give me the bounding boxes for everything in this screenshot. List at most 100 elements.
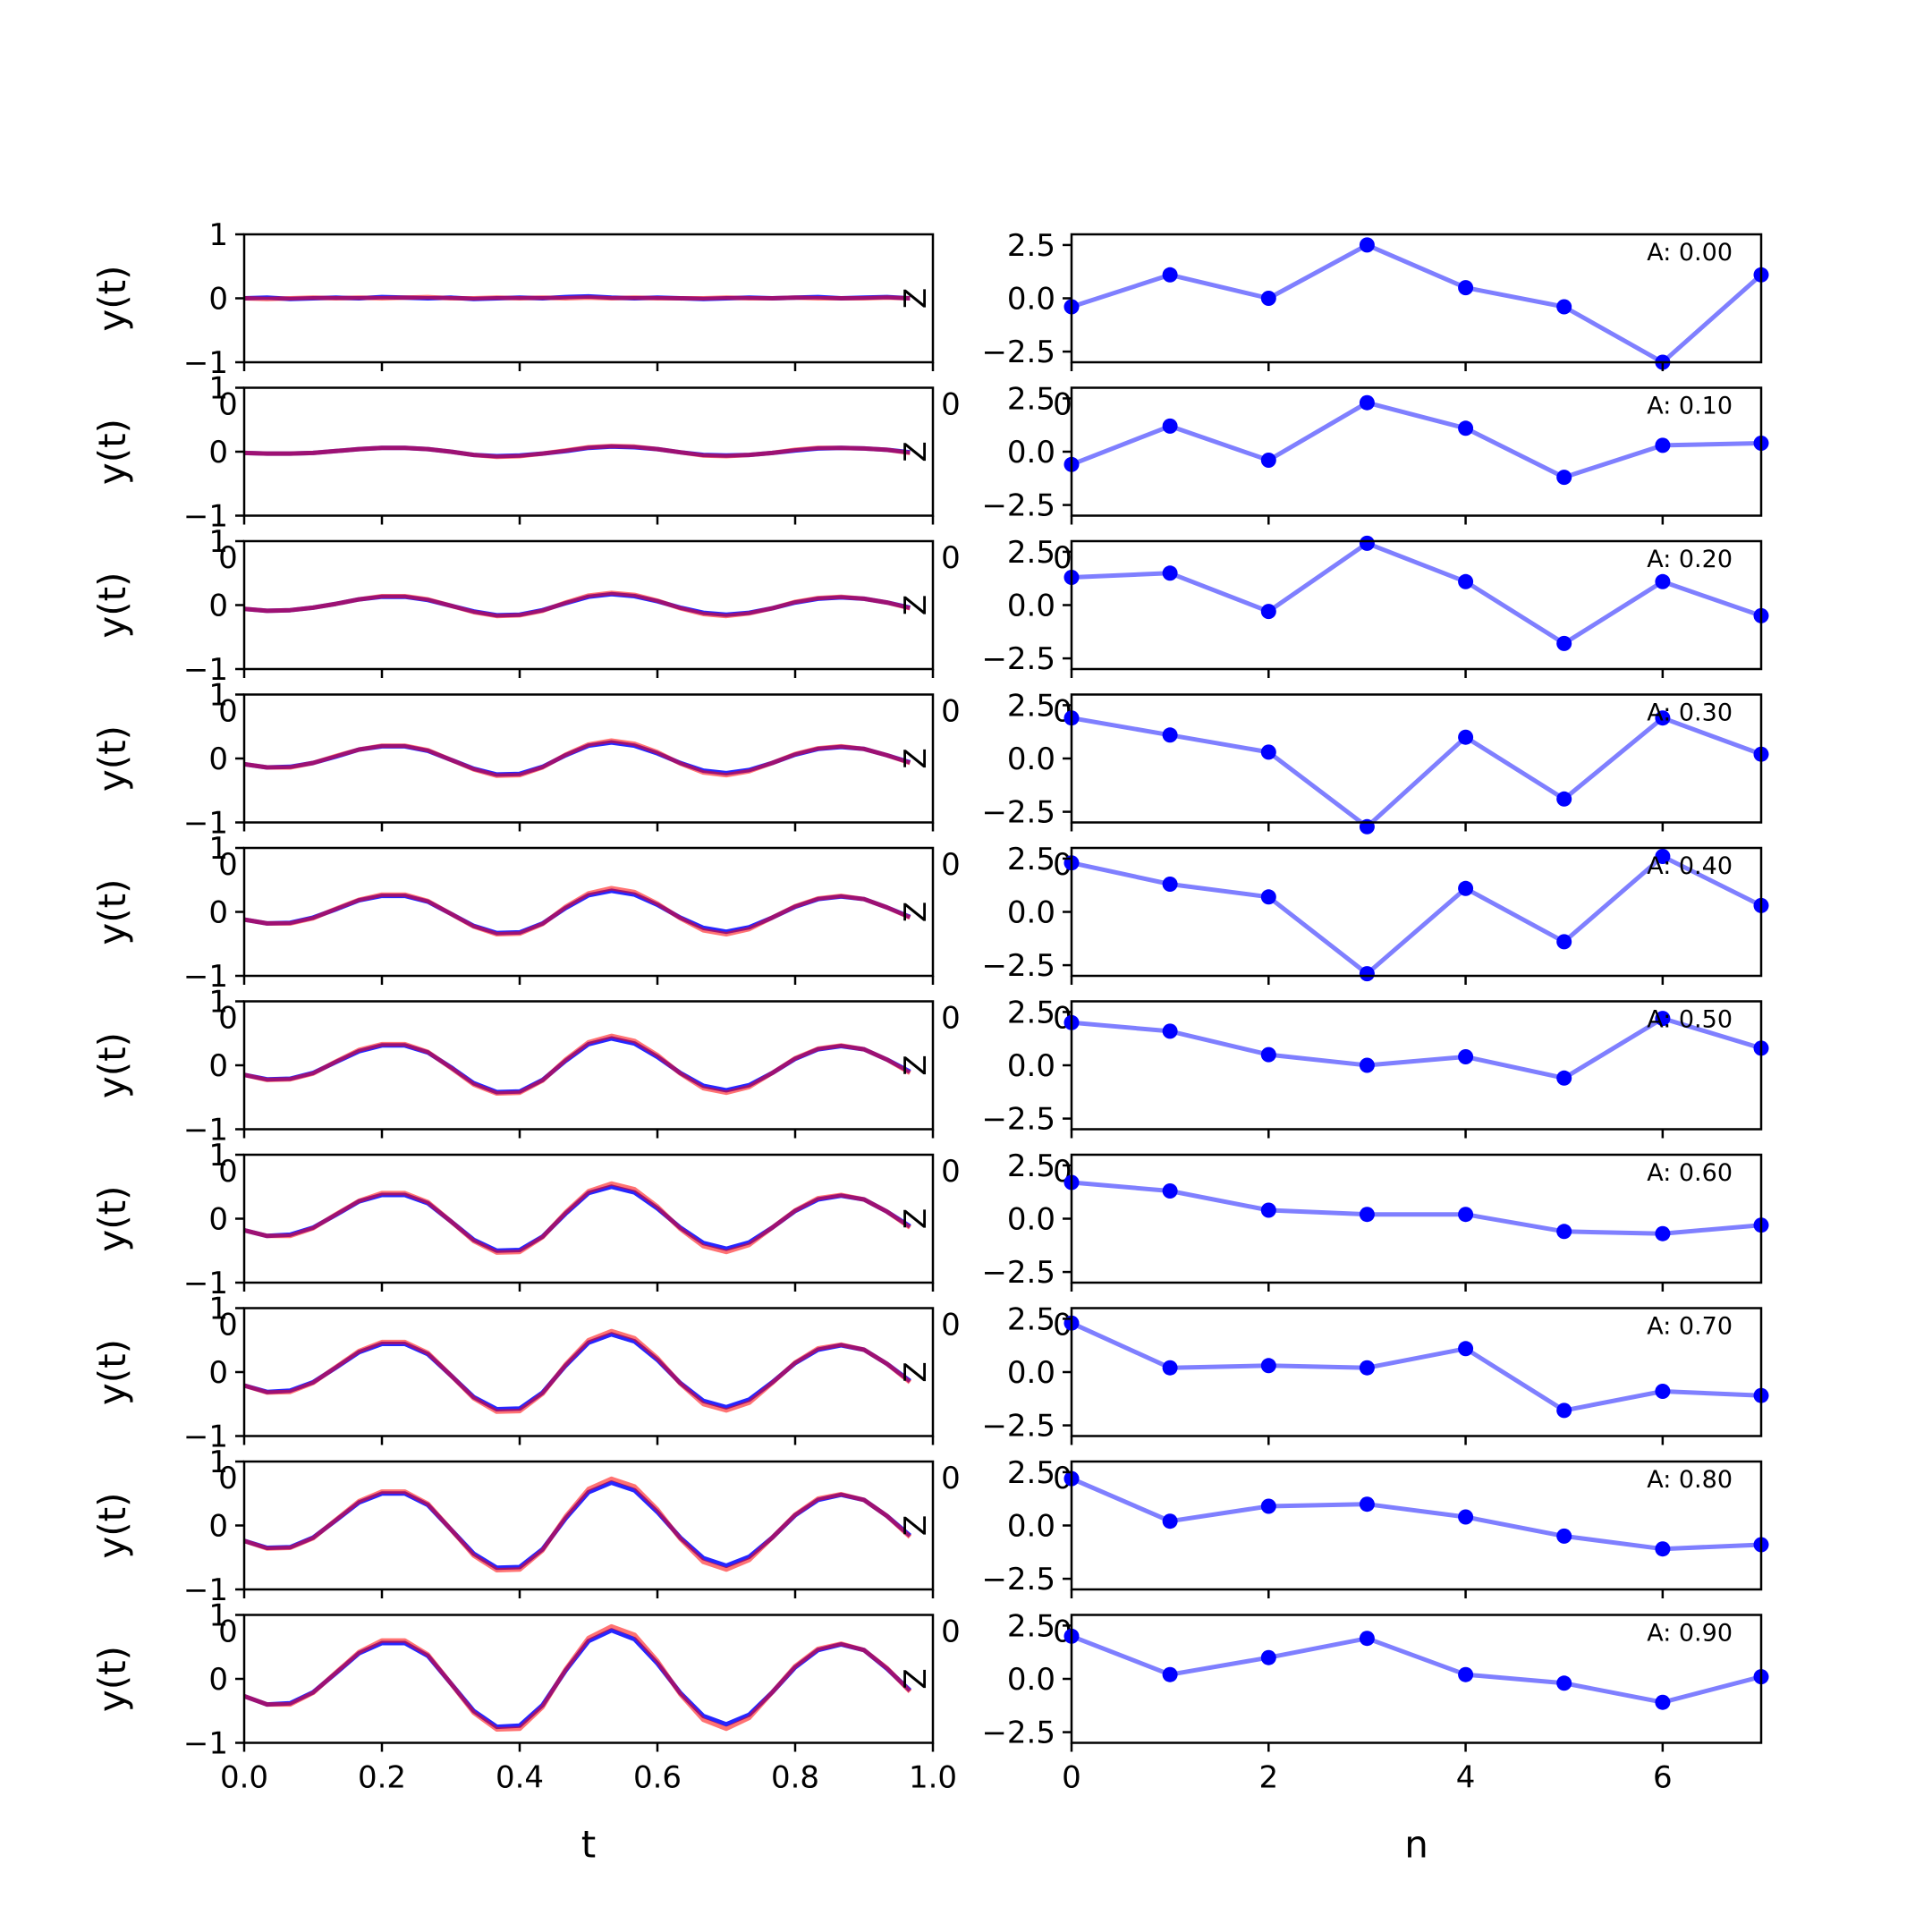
left-panel-3-ghost-right: 0 xyxy=(941,694,961,730)
left-panel-9-series-0 xyxy=(244,1628,912,1730)
left-panel-4-series-0 xyxy=(244,888,911,936)
left-panel-6-ghost-right: 0 xyxy=(941,1154,961,1190)
right-panel-1-ghost-edge: 0 xyxy=(1053,387,1072,423)
left-panel-1-edge-glyph: Z xyxy=(898,441,934,462)
left-panel-1-ylabel: y(t) xyxy=(90,419,134,485)
right-panel-9-point xyxy=(1458,1666,1474,1682)
left-panel-5-ytick-label: 0 xyxy=(208,1048,228,1084)
right-xlabel: n xyxy=(1404,1823,1428,1867)
right-panel-2-point xyxy=(1359,535,1375,551)
right-panel-1-point xyxy=(1556,470,1572,486)
right-panel-2-point xyxy=(1260,604,1276,620)
right-panel-6-point xyxy=(1556,1224,1572,1240)
left-panel-1-ytick-label: 0 xyxy=(208,435,228,470)
right-panel-6-ytick-label: 0.0 xyxy=(1007,1202,1055,1238)
left-xtick-label: 0.2 xyxy=(358,1760,406,1796)
left-panel-4-ylabel: y(t) xyxy=(90,878,134,945)
right-panel-3-ytick-label: 2.5 xyxy=(1007,688,1055,724)
right-panel-9-point xyxy=(1260,1649,1276,1665)
left-panel-6-series-1 xyxy=(244,1181,911,1255)
right-panel-4-line xyxy=(1072,854,1761,976)
right-panel-5-line xyxy=(1072,1016,1761,1080)
left-panel-7-ghost-right: 0 xyxy=(941,1308,961,1343)
left-panel-3-frame xyxy=(242,693,935,824)
right-panel-7-point xyxy=(1162,1360,1178,1376)
right-panel-0-point xyxy=(1260,291,1276,306)
left-panel-9-edge-glyph: Z xyxy=(898,1668,934,1689)
right-panel-6-point xyxy=(1359,1207,1375,1223)
right-panel-7-line xyxy=(1072,1320,1761,1413)
right-panel-4-annotation: A: 0.40 xyxy=(1647,852,1733,880)
right-panel-2-annotation: A: 0.20 xyxy=(1647,546,1733,573)
right-panel-3-point xyxy=(1556,791,1572,807)
left-panel-7-ytick-label: −1 xyxy=(183,1419,228,1455)
right-panel-6-point xyxy=(1655,1225,1671,1241)
right-panel-7: 2.5 0.0 −2.5 A: 0.70 xyxy=(981,1301,1769,1445)
right-panel-0-ytick-label: −2.5 xyxy=(981,335,1055,370)
right-xtick-label: 2 xyxy=(1258,1760,1278,1796)
right-panel-9-point xyxy=(1655,1694,1671,1710)
left-panel-5-series-1 xyxy=(244,1033,911,1096)
right-panel-5: 2.5 0.0 −2.5 A: 0.50 xyxy=(981,995,1769,1139)
left-panel-8-series-0 xyxy=(244,1480,912,1571)
left-panel-8-series-1 xyxy=(244,1476,912,1572)
right-panel-7-ytick-label: 0.0 xyxy=(1007,1355,1055,1391)
right-panel-4-point xyxy=(1655,849,1671,864)
right-panel-7-point xyxy=(1556,1402,1572,1419)
right-panel-4-point xyxy=(1458,880,1474,896)
right-panel-9-point xyxy=(1556,1675,1572,1691)
left-panel-9-ytick-label: 1 xyxy=(208,1598,228,1634)
left-panel-5-ghost-left: 0 xyxy=(218,1001,238,1037)
left-panel-7-edge-glyph: Z xyxy=(898,1361,934,1382)
right-panel-0-ytick-label: 0.0 xyxy=(1007,282,1055,318)
right-panel-8-point xyxy=(1162,1513,1178,1530)
right-panel-5-point xyxy=(1458,1049,1474,1064)
left-panel-3-ghost-left: 0 xyxy=(218,694,238,730)
right-panel-8-point xyxy=(1260,1498,1276,1514)
right-panel-4-point xyxy=(1359,966,1375,982)
left-panel-9-frame xyxy=(242,1614,935,1744)
left-panel-0-series-1 xyxy=(244,294,911,301)
right-panel-0-point xyxy=(1162,267,1178,283)
right-panel-6-line xyxy=(1072,1180,1761,1236)
left-panel-2-ytick-label: 1 xyxy=(208,524,228,560)
right-panel-2-point xyxy=(1556,635,1572,651)
right-panel-9-line xyxy=(1072,1633,1761,1705)
right-panel-1-point xyxy=(1260,453,1276,468)
right-panel-5-ytick-label: 2.5 xyxy=(1007,995,1055,1030)
left-panel-7-series-0 xyxy=(244,1332,911,1411)
right-panel-8-point xyxy=(1655,1541,1671,1557)
left-panel-9-ytick-label: 0 xyxy=(208,1662,228,1698)
left-panel-8-ytick-label: 0 xyxy=(208,1509,228,1545)
right-panel-4-ytick-label: −2.5 xyxy=(981,948,1055,984)
left-panel-5-ytick-label: −1 xyxy=(183,1113,228,1148)
left-panel-7-ytick-label: 1 xyxy=(208,1292,228,1327)
right-panel-2-ghost-edge: 0 xyxy=(1053,540,1072,576)
left-panel-5-ytick-label: 1 xyxy=(208,985,228,1021)
right-panel-5-point xyxy=(1359,1057,1375,1073)
left-panel-4-frame xyxy=(242,846,935,978)
left-panel-8-ghost-left: 0 xyxy=(218,1461,238,1496)
left-xtick-label: 0.4 xyxy=(496,1760,544,1796)
right-panel-8-point xyxy=(1458,1509,1474,1525)
left-panel-3-ytick-label: 1 xyxy=(208,678,228,714)
right-panel-4-ytick-label: 0.0 xyxy=(1007,895,1055,931)
right-panel-8-ytick-label: 2.5 xyxy=(1007,1455,1055,1491)
right-panel-2-point xyxy=(1162,565,1178,581)
left-panel-6-frame xyxy=(242,1153,935,1284)
right-panel-8-ytick-label: −2.5 xyxy=(981,1562,1055,1597)
left-panel-0-ylabel: y(t) xyxy=(90,265,134,331)
left-panel-5-series-0 xyxy=(244,1036,911,1095)
left-xtick-label: 0.6 xyxy=(633,1760,682,1796)
left-panel-6-series-0 xyxy=(244,1184,911,1253)
right-panel-5-ytick-label: −2.5 xyxy=(981,1102,1055,1138)
right-panel-8-point xyxy=(1556,1528,1572,1544)
right-panel-2-point xyxy=(1655,573,1671,589)
right-panel-2-ytick-label: 2.5 xyxy=(1007,535,1055,571)
right-panel-0: 2.5 0.0 −2.5 A: 0.00 xyxy=(981,228,1769,371)
